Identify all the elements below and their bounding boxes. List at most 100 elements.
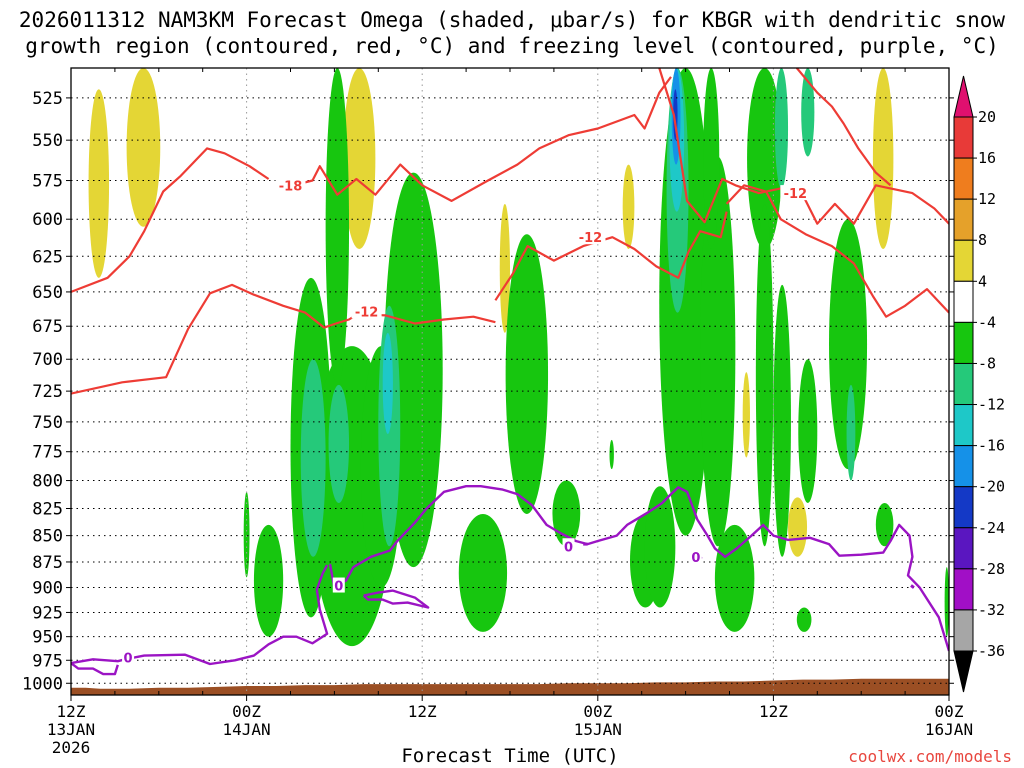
dgz-label-1: -12 <box>784 187 808 202</box>
x-tick-label-48: 12Z <box>759 702 788 721</box>
colorbar-label-5: -4 <box>978 313 996 331</box>
y-tick-label-575: 575 <box>32 172 63 192</box>
omega-cell-neg8-22 <box>796 607 812 632</box>
colorbar-label-7: -12 <box>978 396 1005 414</box>
contour-labels: -18 -12 -12 -12 0 0 0 0 <box>122 177 811 666</box>
dgz-contour-5 <box>725 184 949 318</box>
omega-shading <box>88 68 949 647</box>
colorbar-label-13: -36 <box>978 642 1005 660</box>
colorbar-label-8: -16 <box>978 437 1005 455</box>
y-tick-label-725: 725 <box>32 382 63 402</box>
dgz-contour-3 <box>71 283 496 395</box>
omega-cell-neg4-3 <box>499 203 510 333</box>
colorbar: 20 16 12 8 4 -4 -8 -12 -16 -20 -24 -28 -32 -36 <box>953 75 1005 693</box>
omega-cell-neg8-24 <box>944 567 949 637</box>
omega-cell-neg8-16 <box>714 524 755 632</box>
y-tick-label-625: 625 <box>32 247 63 267</box>
omega-cell-neg8-21 <box>829 219 868 470</box>
y-tick-label-1000: 1000 <box>22 674 63 694</box>
y-tick-label-975: 975 <box>32 651 63 671</box>
colorbar-label-11: -28 <box>978 560 1005 578</box>
freezing-label-2: 0 <box>564 540 573 555</box>
freezing-label-0: 0 <box>124 651 133 666</box>
freezing-contour-6 <box>910 584 915 589</box>
omega-cell-neg4-1 <box>126 68 161 227</box>
x-tick-date-60: 16JAN <box>925 720 973 739</box>
x-tick-label-12: 00Z <box>232 702 261 721</box>
y-tick-label-850: 850 <box>32 527 63 547</box>
dgz-contour-0 <box>275 76 672 202</box>
omega-cell-neg8-14 <box>700 156 736 547</box>
colorbar-label-3: 8 <box>978 231 987 249</box>
y-tick-label-775: 775 <box>32 443 63 463</box>
omega-cell-neg8-20 <box>798 359 818 503</box>
colorbar-label-4: 4 <box>978 272 987 290</box>
omega-cell-neg4-7 <box>788 497 808 557</box>
colorbar-label-6: -8 <box>978 354 996 372</box>
colorbar-box-6 <box>953 321 974 364</box>
chart-title-line-1: 2026011312 NAM3KM Forecast Omega (shaded… <box>19 8 1006 32</box>
omega-cell-neg8-18 <box>755 203 774 547</box>
freezing-contour-5 <box>71 662 119 676</box>
grid-lines <box>71 68 949 695</box>
omega-cell-neg8-10 <box>609 439 614 470</box>
y-tick-label-750: 750 <box>32 413 63 433</box>
omega-cell-neg8-4 <box>325 68 350 385</box>
y-tick-label-875: 875 <box>32 553 63 573</box>
colorbar-label-10: -24 <box>978 519 1005 537</box>
freezing-label-1: 0 <box>334 580 343 595</box>
dgz-contour-2 <box>494 211 728 301</box>
omega-cell-neg12-0 <box>300 359 326 557</box>
colorbar-box-4 <box>953 239 974 282</box>
colorbar-box-13 <box>953 609 974 652</box>
chart-title-line-2: growth region (contoured, red, °C) and f… <box>25 34 999 58</box>
y-tick-label-700: 700 <box>32 350 63 370</box>
omega-cell-neg4-5 <box>622 164 635 249</box>
freezing-label-bg-0 <box>122 649 135 665</box>
x-tick-date-36: 15JAN <box>574 720 622 739</box>
dgz-label-3: -12 <box>355 305 379 320</box>
colorbar-label-2: 12 <box>978 190 996 208</box>
x-tick-date-0: 13JAN <box>47 720 95 739</box>
y-tick-label-800: 800 <box>32 472 63 492</box>
omega-cell-neg4-2 <box>343 68 376 249</box>
colorbar-top-arrow <box>953 75 974 118</box>
colorbar-box-9 <box>953 445 974 488</box>
colorbar-box-8 <box>953 404 974 447</box>
omega-cell-neg12-1 <box>328 384 350 503</box>
y-tick-label-600: 600 <box>32 210 63 230</box>
pressure-axis: 525 550 575 600 625 650 675 700 725 750 775 800 825 8… <box>22 89 954 694</box>
colorbar-label-0: 20 <box>978 108 996 126</box>
y-tick-label-825: 825 <box>32 500 63 520</box>
omega-cell-neg12-6 <box>846 384 856 481</box>
colorbar-box-10 <box>953 486 974 529</box>
x-tick-label-0: 12Z <box>57 702 86 721</box>
omega-cell-neg16-0 <box>382 332 393 434</box>
freezing-label-bg-2 <box>562 538 575 554</box>
plot-frame <box>70 67 950 696</box>
y-tick-label-550: 550 <box>32 131 63 151</box>
freezing-label-bg-1 <box>332 577 345 593</box>
y-tick-label-950: 950 <box>32 628 63 648</box>
dgz-label-bg-0 <box>275 177 306 193</box>
freezing-label-3: 0 <box>691 551 700 566</box>
y-tick-label-525: 525 <box>32 89 63 109</box>
y-tick-label-650: 650 <box>32 283 63 303</box>
freezing-contour-1 <box>328 485 949 652</box>
terrain-fill <box>71 678 949 695</box>
y-tick-label-900: 900 <box>32 579 63 599</box>
omega-cell-neg4-8 <box>742 372 750 458</box>
colorbar-label-9: -20 <box>978 478 1005 496</box>
colorbar-box-7 <box>953 362 974 406</box>
freezing-contour-0 <box>71 564 329 666</box>
x-tick-label-36: 00Z <box>583 702 612 721</box>
omega-cell-neg12-5 <box>801 68 815 157</box>
dgz-label-bg-3 <box>351 303 382 319</box>
omega-cell-neg4-6 <box>872 68 894 249</box>
credit-text: coolwx.com/models <box>848 747 1012 766</box>
omega-cell-neg8-9 <box>552 480 581 547</box>
x-axis-label: Forecast Time (UTC) <box>401 745 618 767</box>
omega-cell-neg8-19 <box>773 284 791 557</box>
